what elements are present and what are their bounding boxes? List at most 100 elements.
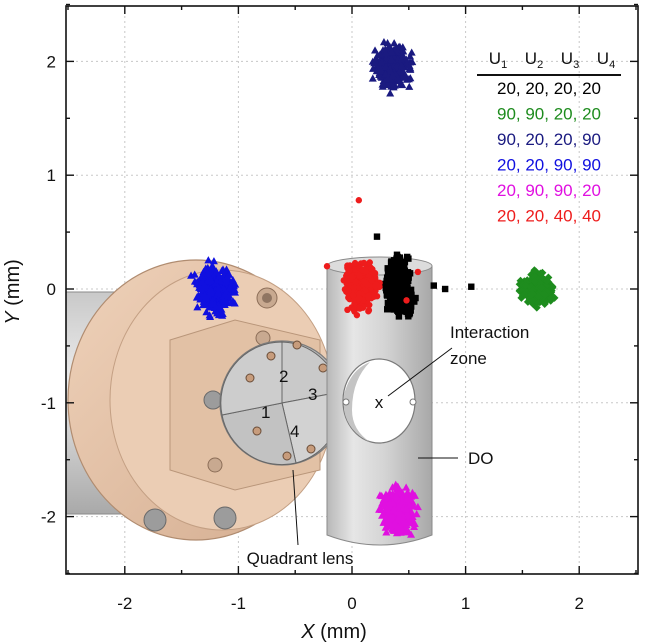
y-tick-labels: -2 -1 0 1 2 bbox=[41, 52, 56, 526]
x-tick-labels: -2 -1 0 1 2 bbox=[117, 594, 584, 613]
data-point bbox=[384, 299, 392, 307]
apparatus-illustration: 2 3 1 4 bbox=[66, 256, 433, 546]
data-point bbox=[382, 281, 389, 288]
data-point bbox=[214, 284, 223, 292]
data-point bbox=[386, 272, 393, 280]
data-point bbox=[414, 268, 422, 276]
scatter-series bbox=[368, 37, 417, 97]
y-tick-label: 1 bbox=[47, 166, 56, 185]
data-point bbox=[348, 273, 356, 281]
y-tick-label: -1 bbox=[41, 394, 56, 413]
data-point bbox=[395, 313, 403, 320]
scatter-series bbox=[340, 259, 383, 319]
data-point bbox=[390, 272, 397, 279]
data-point bbox=[345, 287, 352, 294]
x-axis-unit: (mm) bbox=[315, 621, 367, 643]
legend-entry: 90, 90, 20, 20 bbox=[497, 105, 601, 124]
data-point bbox=[530, 277, 539, 286]
data-point bbox=[221, 290, 230, 298]
outlier-points bbox=[323, 197, 475, 304]
legend-rows: 20, 20, 20, 20 90, 90, 20, 20 90, 20, 20, … bbox=[497, 79, 601, 226]
data-point bbox=[350, 284, 357, 291]
quadrant-lens-leader-line bbox=[292, 469, 299, 546]
legend-header-label: U3 bbox=[561, 49, 579, 71]
data-point bbox=[206, 275, 215, 283]
data-point bbox=[368, 74, 377, 82]
data-point bbox=[387, 55, 396, 63]
data-point bbox=[546, 294, 555, 303]
do-label: DO bbox=[468, 449, 494, 468]
data-point bbox=[231, 280, 240, 288]
data-point bbox=[410, 519, 419, 528]
data-point bbox=[412, 294, 419, 302]
data-point bbox=[212, 267, 221, 276]
data-point bbox=[394, 486, 403, 495]
legend-entry: 20, 90, 90, 20 bbox=[497, 181, 601, 200]
data-point bbox=[382, 513, 391, 521]
data-point bbox=[407, 530, 416, 538]
data-point bbox=[397, 61, 406, 69]
data-point bbox=[370, 59, 379, 67]
data-point bbox=[364, 281, 371, 288]
data-point bbox=[404, 310, 412, 318]
data-point bbox=[355, 197, 363, 204]
data-point bbox=[387, 293, 394, 301]
data-point bbox=[537, 283, 546, 292]
data-point bbox=[387, 278, 394, 285]
interaction-zone-label-1: Interaction bbox=[450, 323, 529, 342]
y-axis-unit: (mm) bbox=[2, 259, 24, 311]
data-point bbox=[532, 303, 541, 312]
data-point bbox=[204, 256, 213, 264]
data-point bbox=[368, 277, 375, 285]
data-point bbox=[394, 307, 401, 314]
data-point bbox=[399, 73, 408, 81]
data-point bbox=[355, 295, 363, 302]
data-point bbox=[405, 494, 414, 503]
data-point bbox=[402, 527, 411, 535]
data-point bbox=[402, 55, 411, 63]
data-point bbox=[381, 62, 390, 71]
data-point bbox=[382, 491, 391, 500]
data-point bbox=[226, 298, 235, 307]
legend-entry: 90, 20, 20, 90 bbox=[497, 130, 601, 149]
data-point bbox=[389, 82, 398, 90]
data-point bbox=[386, 498, 395, 507]
data-point bbox=[382, 523, 391, 531]
data-point bbox=[401, 274, 408, 282]
x-tick-label: 2 bbox=[574, 594, 583, 613]
data-point bbox=[391, 278, 399, 285]
data-point bbox=[394, 502, 403, 511]
legend-header-label: U1 bbox=[489, 49, 507, 71]
data-point bbox=[196, 283, 205, 291]
scatter-series bbox=[187, 256, 240, 321]
data-point bbox=[402, 483, 411, 491]
data-point bbox=[386, 89, 395, 97]
data-point bbox=[352, 278, 360, 286]
data-point bbox=[396, 508, 405, 517]
data-point bbox=[202, 308, 211, 316]
y-axis-title: Y (mm) bbox=[2, 259, 24, 325]
data-point bbox=[193, 303, 202, 311]
data-point bbox=[397, 80, 406, 88]
data-point bbox=[381, 49, 390, 57]
data-point bbox=[372, 282, 379, 290]
data-point bbox=[365, 308, 372, 315]
y-tick-label: -2 bbox=[41, 508, 56, 527]
data-point bbox=[221, 296, 230, 304]
plot-frame bbox=[65, 3, 639, 575]
data-point bbox=[213, 309, 222, 317]
data-point bbox=[190, 270, 199, 278]
data-point bbox=[198, 277, 207, 286]
data-point bbox=[389, 298, 397, 305]
data-point bbox=[401, 286, 408, 293]
data-point bbox=[398, 294, 405, 301]
data-point bbox=[203, 268, 212, 276]
data-point bbox=[398, 497, 407, 505]
data-point bbox=[209, 257, 218, 265]
data-point bbox=[360, 259, 368, 267]
data-point bbox=[349, 292, 357, 299]
data-points bbox=[187, 37, 559, 538]
data-point bbox=[206, 285, 215, 293]
data-point bbox=[542, 276, 551, 285]
